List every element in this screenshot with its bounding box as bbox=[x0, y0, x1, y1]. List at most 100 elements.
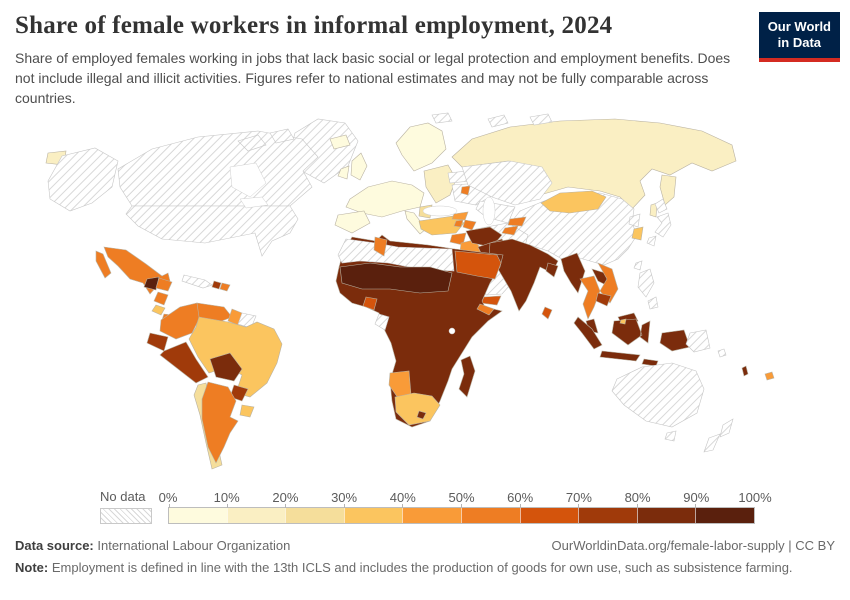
legend-color-cell[interactable] bbox=[636, 503, 696, 523]
country-tajikistan[interactable] bbox=[501, 225, 519, 235]
country-brazil[interactable] bbox=[188, 316, 283, 397]
country-peru[interactable] bbox=[159, 341, 209, 383]
legend-no-data[interactable]: No data bbox=[100, 489, 152, 524]
country-new-zealand[interactable] bbox=[703, 417, 734, 453]
country-iceland[interactable] bbox=[329, 134, 351, 149]
black-sea bbox=[422, 205, 458, 216]
region-sahel[interactable] bbox=[339, 262, 453, 293]
legend-color-cell[interactable] bbox=[402, 503, 461, 523]
attribution-link[interactable]: OurWorldinData.org/female-labor-supply |… bbox=[551, 537, 835, 553]
country-azerbaijan[interactable] bbox=[462, 219, 477, 231]
country-fiji[interactable] bbox=[764, 371, 775, 381]
note-value: Employment is defined in line with the 1… bbox=[51, 559, 793, 575]
country-papua-new-guinea[interactable] bbox=[685, 329, 711, 352]
legend-color-cell[interactable] bbox=[578, 503, 637, 523]
legend-tick-label: 90% bbox=[683, 489, 710, 505]
legend-color-cell[interactable] bbox=[695, 503, 754, 523]
country-nicaragua[interactable] bbox=[153, 291, 169, 306]
country-colombia[interactable] bbox=[159, 302, 201, 339]
country-ecuador[interactable] bbox=[146, 332, 169, 352]
country-myanmar[interactable] bbox=[560, 252, 586, 294]
country-argentina[interactable] bbox=[201, 381, 239, 464]
country-mongolia[interactable] bbox=[540, 190, 607, 213]
legend-tick-label: 0% bbox=[158, 489, 178, 505]
legend-tick-label: 100% bbox=[738, 489, 772, 505]
legend-tick-labels: 0% 10% 20% 30% 40% 50% 60% 70% 80% 90% 100% bbox=[159, 489, 772, 507]
country-honduras[interactable] bbox=[155, 277, 173, 291]
legend-color-cell[interactable] bbox=[285, 503, 344, 523]
country-eastern-europe[interactable] bbox=[423, 164, 457, 204]
legend-tick-label: 10% bbox=[213, 489, 240, 505]
country-indonesia[interactable] bbox=[573, 316, 691, 366]
country-japan[interactable] bbox=[646, 198, 672, 247]
country-taiwan[interactable] bbox=[633, 260, 643, 271]
country-lesotho[interactable] bbox=[416, 410, 427, 420]
country-bolivia[interactable] bbox=[209, 352, 243, 381]
country-sri-lanka[interactable] bbox=[541, 306, 553, 320]
legend-color-cell[interactable] bbox=[169, 503, 227, 523]
country-australia[interactable] bbox=[611, 362, 705, 441]
caspian-sea bbox=[482, 196, 496, 225]
map-legend: No data 0% 10% 20% 30% 40% 50% 60% 70% 80% 90% 100… bbox=[100, 489, 772, 524]
country-ghana[interactable] bbox=[362, 296, 378, 311]
country-uk[interactable] bbox=[350, 152, 368, 181]
country-thailand[interactable] bbox=[579, 275, 601, 320]
country-uruguay[interactable] bbox=[239, 404, 255, 417]
country-philippines[interactable] bbox=[637, 268, 659, 310]
hudson-bay bbox=[229, 162, 267, 197]
owid-logo-line1: Our World bbox=[767, 19, 831, 34]
country-yemen[interactable] bbox=[480, 295, 502, 305]
country-solomon-islands[interactable] bbox=[717, 348, 727, 358]
legend-color-cell[interactable] bbox=[519, 503, 579, 523]
country-brunei[interactable] bbox=[619, 318, 627, 324]
country-costa-rica[interactable] bbox=[151, 304, 166, 316]
country-south-africa[interactable] bbox=[394, 392, 441, 425]
legend-no-data-swatch[interactable] bbox=[100, 507, 152, 524]
legend-tick-label: 30% bbox=[331, 489, 358, 505]
country-canada[interactable] bbox=[117, 130, 319, 206]
country-western-europe[interactable] bbox=[345, 180, 425, 217]
legend-color-cell[interactable] bbox=[460, 503, 520, 523]
country-cuba[interactable] bbox=[181, 274, 213, 288]
country-india[interactable] bbox=[488, 238, 559, 312]
country-guatemala[interactable] bbox=[143, 276, 160, 291]
legend-tick-label: 70% bbox=[565, 489, 592, 505]
country-central-asia[interactable] bbox=[475, 200, 516, 223]
legend-color-cell[interactable] bbox=[343, 503, 403, 523]
legend-tick-label: 60% bbox=[507, 489, 534, 505]
country-armenia[interactable] bbox=[453, 219, 464, 227]
country-egypt[interactable] bbox=[454, 250, 502, 279]
arctic-islands[interactable] bbox=[237, 112, 553, 151]
country-haiti[interactable] bbox=[211, 280, 222, 290]
country-tunisia[interactable] bbox=[373, 236, 388, 257]
country-djibouti-somaliland[interactable] bbox=[476, 303, 495, 316]
legend-tick-label: 20% bbox=[272, 489, 299, 505]
country-bangladesh[interactable] bbox=[545, 262, 559, 278]
owid-logo[interactable]: Our World in Data bbox=[758, 12, 840, 62]
page-title: Share of female workers in informal empl… bbox=[15, 12, 613, 39]
country-north-korea[interactable] bbox=[628, 213, 641, 228]
legend-tick-label: 50% bbox=[448, 489, 475, 505]
country-moldova[interactable] bbox=[460, 185, 471, 196]
country-dominican-republic[interactable] bbox=[219, 282, 231, 291]
data-source-label: Data source: bbox=[15, 537, 94, 553]
world-map[interactable] bbox=[0, 111, 850, 483]
country-vietnam[interactable] bbox=[597, 262, 619, 304]
great-lakes bbox=[239, 196, 269, 208]
legend-color-scale bbox=[168, 503, 755, 524]
country-south-korea[interactable] bbox=[631, 226, 644, 241]
country-gabon[interactable] bbox=[374, 313, 390, 331]
country-cambodia[interactable] bbox=[595, 292, 612, 307]
country-alaska[interactable] bbox=[47, 147, 119, 211]
country-iberia[interactable] bbox=[334, 210, 371, 233]
country-scandinavia[interactable] bbox=[395, 122, 447, 172]
country-ireland[interactable] bbox=[337, 165, 350, 180]
data-source-line: Data source: International Labour Organi… bbox=[15, 537, 290, 555]
legend-color-cell[interactable] bbox=[226, 503, 286, 523]
country-kazakhstan[interactable] bbox=[461, 160, 553, 205]
country-usa[interactable] bbox=[125, 205, 299, 257]
country-vanuatu[interactable] bbox=[741, 365, 749, 377]
country-madagascar[interactable] bbox=[458, 355, 476, 398]
country-kyrgyzstan[interactable] bbox=[507, 216, 527, 226]
